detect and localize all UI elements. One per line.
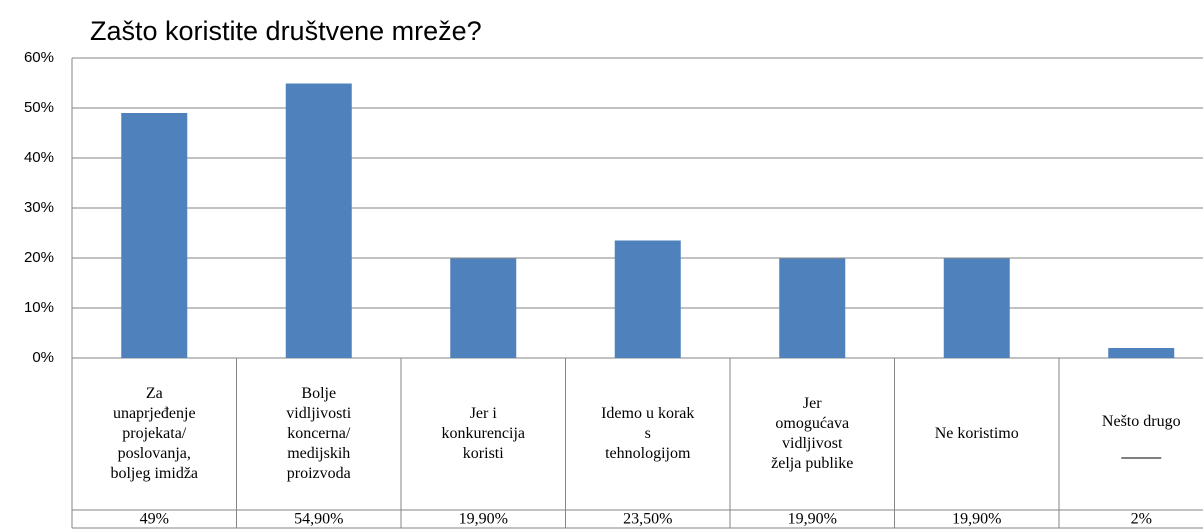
category-label: Jer omogućava vidljivost želja publike	[771, 395, 853, 472]
bar	[450, 258, 517, 358]
y-tick-label: 60%	[24, 49, 54, 66]
value-label: 19,90%	[459, 511, 508, 528]
category-label: Nešto drugo	[1102, 413, 1181, 430]
value-label: 19,90%	[952, 511, 1001, 528]
category-label: Bolje vidljivosti koncerna/medijskih proizv…	[286, 385, 351, 482]
y-tick-label: 20%	[24, 249, 54, 266]
y-tick-label: 10%	[24, 299, 54, 316]
category-label: Ne koristimo	[935, 425, 1019, 442]
value-label: 23,50%	[623, 511, 672, 528]
value-label: 19,90%	[788, 511, 837, 528]
category-label: Idemo u korak s tehnologijom	[601, 405, 694, 462]
y-tick-label: 0%	[32, 349, 54, 366]
value-label: 54,90%	[294, 511, 343, 528]
y-tick-label: 50%	[24, 99, 54, 116]
category-label: Jer i konkurencija koristi	[441, 405, 525, 462]
y-tick-label: 30%	[24, 199, 54, 216]
bar	[121, 113, 188, 358]
bar	[1108, 348, 1175, 358]
y-tick-label: 40%	[24, 149, 54, 166]
value-label: 49%	[140, 511, 169, 528]
bar	[943, 258, 1010, 358]
bar	[614, 240, 681, 358]
bar	[285, 83, 352, 358]
chart-title: Zašto koristite društvene mreže?	[90, 16, 482, 46]
value-label: 2%	[1131, 511, 1152, 528]
bar	[779, 258, 846, 358]
category-label: Za unaprjeđenje projekata/poslovanja, bolje…	[110, 385, 198, 482]
